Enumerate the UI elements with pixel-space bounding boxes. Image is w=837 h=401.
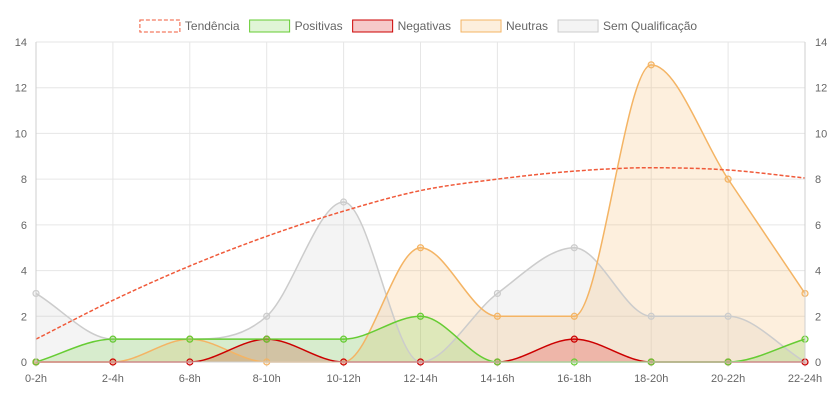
point-positivas[interactable] [186,335,194,343]
legend-item-sem-qualificacao[interactable]: Sem Qualificação [557,19,697,33]
point-negativas[interactable] [570,335,578,343]
point-sem-qualificacao[interactable] [340,198,348,206]
area-negativas [36,339,805,362]
legend-label-neutras: Neutras [506,19,548,33]
area-sem-qualificacao [36,202,805,362]
x-tick-label: 12-14h [403,373,437,385]
area-neutras [36,64,805,362]
legend-swatch-sem-qualificacao [557,19,599,33]
point-sem-qualificacao[interactable] [724,312,732,320]
point-neutras[interactable] [647,61,655,69]
legend-label-positivas: Positivas [295,19,343,33]
legend-label-tendencia: Tendência [185,19,240,33]
point-neutras[interactable] [493,312,501,320]
y-tick-label-left: 4 [21,266,27,278]
y-tick-label-left: 8 [21,174,27,186]
point-neutras[interactable] [416,244,425,252]
x-tick-label: 2-4h [102,373,124,385]
x-tick-label: 20-22h [711,373,745,385]
x-tick-label: 8-10h [253,373,281,385]
y-tick-label-left: 14 [15,37,27,49]
x-tick-label: 10-12h [326,373,360,385]
line-tendencia [35,166,806,340]
y-tick-label-right: 12 [815,83,827,95]
point-neutras[interactable] [724,175,732,183]
legend-label-sem-qualificacao: Sem Qualificação [603,19,697,33]
point-positivas[interactable] [416,312,425,320]
point-positivas[interactable] [109,335,117,343]
y-tick-label-right: 6 [815,220,821,232]
legend-swatch-neutras [460,19,502,33]
point-sem-qualificacao[interactable] [647,312,655,320]
legend-swatch-positivas [249,19,291,33]
y-tick-label-right: 8 [815,174,821,186]
point-neutras[interactable] [570,312,578,320]
legend-item-negativas[interactable]: Negativas [352,19,451,33]
y-tick-label-right: 2 [815,311,821,323]
x-tick-label: 14-16h [480,373,514,385]
point-positivas[interactable] [340,335,348,343]
legend-label-negativas: Negativas [398,19,451,33]
x-tick-label: 22-24h [788,373,822,385]
y-tick-label-right: 0 [815,357,821,369]
point-sem-qualificacao[interactable] [570,244,578,252]
legend-item-neutras[interactable]: Neutras [460,19,548,33]
y-tick-label-right: 14 [815,37,827,49]
y-tick-label-left: 2 [21,311,27,323]
y-tick-label-left: 12 [15,83,27,95]
y-tick-label-left: 0 [21,357,27,369]
y-tick-label-left: 10 [15,128,27,140]
x-tick-label: 0-2h [25,373,47,385]
legend[interactable]: Tendência Positivas Negativas Neutras Sem Qu… [139,19,698,33]
x-tick-label: 6-8h [179,373,201,385]
point-positivas[interactable] [263,335,271,343]
legend-swatch-tendencia [139,19,181,33]
x-tick-label: 18-20h [634,373,668,385]
point-sem-qualificacao[interactable] [493,289,501,298]
x-tick-label: 16-18h [557,373,591,385]
y-tick-label-right: 4 [815,266,821,278]
legend-item-tendencia[interactable]: Tendência [139,19,240,33]
legend-item-positivas[interactable]: Positivas [249,19,343,33]
axes: 0 0 2 2 4 4 6 6 8 8 10 10 12 12 14 14 0-2h 2-4h 6-8h 8-10h 1… [15,37,828,385]
y-tick-label-left: 6 [21,220,27,232]
y-tick-label-right: 10 [815,128,827,140]
point-sem-qualificacao[interactable] [263,312,271,320]
legend-swatch-negativas [352,19,394,33]
